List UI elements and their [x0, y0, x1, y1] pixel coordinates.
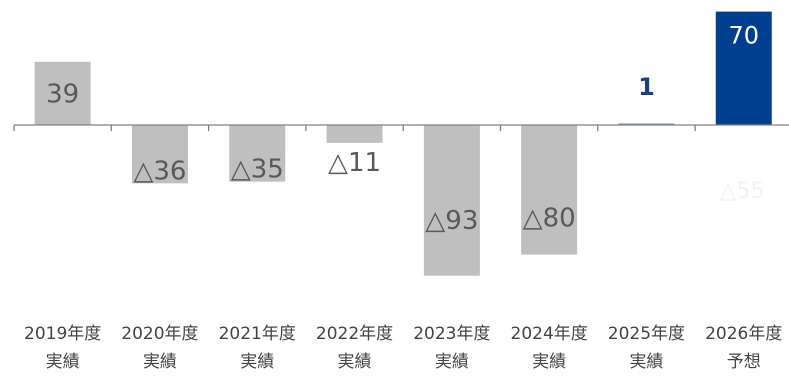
value-label-7: 70: [728, 22, 759, 50]
category-label-3: 2022年度 実績: [306, 320, 404, 376]
category-label-2: 2021年度 実績: [208, 320, 306, 376]
category-label-line: 実績: [532, 352, 567, 372]
value-labels-group: 39 △36 △35 △11 △93 △80 1 70: [46, 22, 759, 236]
category-label-line: 実績: [45, 352, 80, 372]
bar-1: [131, 125, 188, 184]
category-label-line: 2026年度: [705, 324, 783, 344]
category-label-line: 予想: [726, 352, 761, 372]
value-label-5: △80: [523, 204, 576, 234]
bars-group: [34, 11, 772, 276]
bar-3: [326, 125, 383, 143]
bar-7: [715, 11, 772, 126]
value-label-1: △36: [133, 156, 186, 186]
category-label-1: 2020年度 実績: [111, 320, 209, 376]
x-axis: [13, 124, 789, 131]
bar-0: [34, 61, 91, 125]
category-label-line: 2024年度: [510, 324, 588, 344]
category-label-line: 2025年度: [607, 324, 686, 344]
value-label-6: 1: [638, 73, 655, 101]
category-label-line: 2023年度: [413, 324, 491, 344]
bar-5: [521, 125, 578, 255]
category-label-line: 実績: [434, 352, 469, 372]
category-label-5: 2024年度 実績: [500, 320, 598, 376]
bar-6: [618, 123, 675, 125]
category-label-0: 2019年度 実績: [14, 320, 112, 376]
category-label-line: 実績: [337, 352, 372, 372]
category-label-line: 実績: [240, 352, 275, 372]
category-label-line: 2020年度: [121, 324, 199, 344]
value-label-3: △11: [328, 148, 381, 178]
category-label-line: 2021年度: [218, 324, 296, 344]
value-label-2: △35: [231, 155, 284, 185]
category-label-line: 2019年度: [24, 324, 102, 344]
category-label-line: 実績: [629, 352, 664, 372]
category-label-7: 2026年度 予想: [695, 320, 789, 376]
bar-4: [423, 125, 480, 276]
category-label-4: 2023年度 実績: [403, 320, 501, 376]
bar-2: [229, 125, 286, 182]
category-label-line: 実績: [142, 352, 177, 372]
faint-annotation: △55: [720, 179, 765, 204]
category-label-6: 2025年度 実績: [597, 320, 695, 376]
value-label-4: △93: [425, 206, 478, 236]
value-label-0: 39: [46, 79, 79, 109]
category-label-line: 2022年度: [315, 324, 394, 344]
